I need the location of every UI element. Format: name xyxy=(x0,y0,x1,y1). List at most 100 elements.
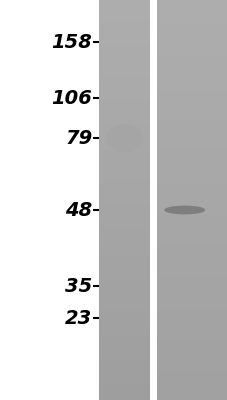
Bar xyxy=(99,100,150,105)
Bar xyxy=(99,365,150,370)
Bar xyxy=(157,145,227,150)
Bar xyxy=(157,90,227,95)
Bar xyxy=(99,155,150,160)
Bar xyxy=(157,340,227,345)
Bar xyxy=(99,350,150,355)
Bar xyxy=(157,40,227,45)
Bar xyxy=(99,80,150,85)
Bar xyxy=(157,230,227,235)
Ellipse shape xyxy=(163,206,204,214)
Bar xyxy=(99,215,150,220)
Bar xyxy=(99,145,150,150)
Text: 79: 79 xyxy=(65,128,92,148)
Bar xyxy=(157,75,227,80)
Bar xyxy=(157,195,227,200)
Bar xyxy=(157,285,227,290)
Bar xyxy=(157,350,227,355)
Bar xyxy=(157,260,227,265)
Bar xyxy=(99,235,150,240)
Bar xyxy=(157,35,227,40)
Text: 106: 106 xyxy=(51,88,92,108)
Bar xyxy=(157,20,227,25)
Bar xyxy=(157,155,227,160)
Bar xyxy=(99,375,150,380)
Bar xyxy=(157,330,227,335)
Bar xyxy=(157,245,227,250)
Bar xyxy=(99,150,150,155)
Bar xyxy=(157,70,227,75)
Bar xyxy=(157,240,227,245)
Bar xyxy=(99,175,150,180)
Bar xyxy=(157,170,227,175)
Bar xyxy=(99,25,150,30)
Bar xyxy=(99,210,150,215)
Bar xyxy=(157,60,227,65)
Bar xyxy=(99,220,150,225)
Bar xyxy=(99,355,150,360)
Bar xyxy=(157,250,227,255)
Bar xyxy=(157,235,227,240)
Bar xyxy=(157,345,227,350)
Bar xyxy=(99,15,150,20)
Bar xyxy=(157,280,227,285)
Bar xyxy=(99,290,150,295)
Bar xyxy=(157,320,227,325)
Bar xyxy=(157,385,227,390)
Bar xyxy=(99,255,150,260)
Bar xyxy=(99,295,150,300)
Bar xyxy=(157,45,227,50)
Bar xyxy=(99,40,150,45)
Bar xyxy=(157,210,227,215)
Bar xyxy=(99,245,150,250)
Bar xyxy=(99,185,150,190)
Bar xyxy=(157,185,227,190)
Bar xyxy=(157,65,227,70)
Bar xyxy=(157,220,227,225)
Bar xyxy=(99,380,150,385)
Bar xyxy=(157,365,227,370)
Bar xyxy=(157,275,227,280)
Bar xyxy=(157,25,227,30)
Bar xyxy=(99,310,150,315)
Bar xyxy=(150,0,157,400)
Bar xyxy=(157,300,227,305)
Bar xyxy=(99,135,150,140)
Bar xyxy=(99,105,150,110)
Bar xyxy=(157,270,227,275)
Bar xyxy=(99,55,150,60)
Bar xyxy=(157,290,227,295)
Bar xyxy=(157,160,227,165)
Bar xyxy=(157,5,227,10)
Bar xyxy=(99,165,150,170)
Bar xyxy=(99,110,150,115)
Bar xyxy=(99,130,150,135)
Ellipse shape xyxy=(106,124,143,152)
Bar xyxy=(157,95,227,100)
Bar xyxy=(157,0,227,5)
Bar xyxy=(157,265,227,270)
Bar xyxy=(157,205,227,210)
Bar xyxy=(99,320,150,325)
Bar xyxy=(99,125,150,130)
Bar xyxy=(99,300,150,305)
Bar xyxy=(99,65,150,70)
Bar xyxy=(99,200,150,205)
Bar xyxy=(157,165,227,170)
Bar xyxy=(157,125,227,130)
Bar xyxy=(157,85,227,90)
Bar xyxy=(99,390,150,395)
Bar xyxy=(99,395,150,400)
Bar xyxy=(157,55,227,60)
Bar xyxy=(99,345,150,350)
Bar xyxy=(99,265,150,270)
Bar xyxy=(157,10,227,15)
Bar xyxy=(157,135,227,140)
Bar xyxy=(157,380,227,385)
Bar xyxy=(157,110,227,115)
Bar xyxy=(99,285,150,290)
Bar xyxy=(157,390,227,395)
Bar xyxy=(99,0,150,5)
Bar xyxy=(157,295,227,300)
Bar xyxy=(99,240,150,245)
Bar xyxy=(99,140,150,145)
